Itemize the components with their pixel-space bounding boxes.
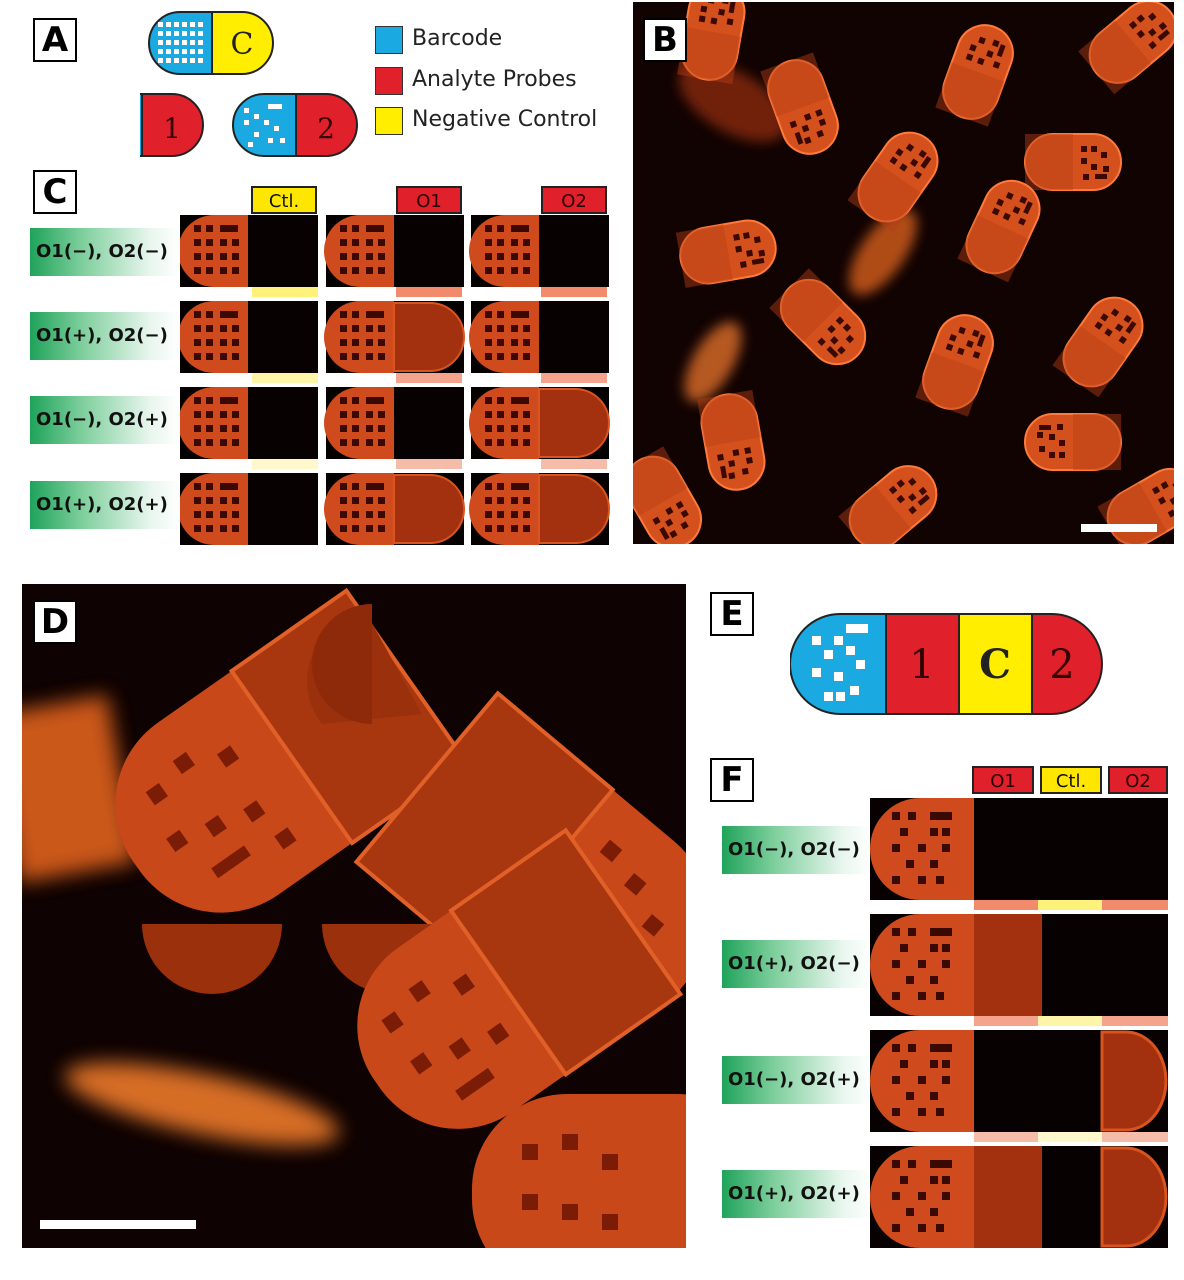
- panel-c-col-ctl: Ctl.: [251, 186, 317, 214]
- capsule-analyte-1: 1: [140, 93, 204, 157]
- panel-f-grid: [870, 798, 1168, 1248]
- capsule-e-2-label: 2: [1049, 642, 1074, 688]
- legend-swatch-negative: [375, 107, 403, 135]
- panel-f-row-1: O1(−), O2(−): [722, 826, 872, 874]
- panel-f-row-4: O1(+), O2(+): [722, 1170, 872, 1218]
- panel-c-row-4: O1(+), O2(+): [30, 481, 180, 529]
- panel-c-row-1: O1(−), O2(−): [30, 228, 180, 276]
- legend-swatch-analyte: [375, 67, 403, 95]
- capsule-1-label: 1: [163, 112, 181, 145]
- panel-f-row-3: O1(−), O2(+): [722, 1056, 872, 1104]
- panel-c-row-3: O1(−), O2(+): [30, 396, 180, 444]
- panel-label-e: E: [710, 592, 754, 636]
- panel-c-grid: [180, 215, 610, 545]
- legend-barcode: Barcode: [412, 26, 503, 51]
- legend-swatch-barcode: [375, 26, 403, 54]
- panel-label-c: C: [33, 170, 77, 214]
- panel-label-a: A: [33, 18, 77, 62]
- panel-f-col-o2: O2: [1108, 766, 1168, 794]
- panel-f-row-2: O1(+), O2(−): [722, 940, 872, 988]
- panel-c-row-2: O1(+), O2(−): [30, 312, 180, 360]
- capsule-e-c-label: C: [979, 641, 1011, 688]
- scale-bar-b: [1081, 524, 1157, 532]
- micrograph-d: [22, 584, 686, 1248]
- legend-negative: Negative Control: [412, 107, 598, 132]
- capsule-analyte-2: 2: [232, 93, 358, 157]
- panel-label-f: F: [710, 758, 754, 802]
- panel-c-col-o2: O2: [541, 186, 607, 214]
- capsule-control-label: C: [231, 27, 254, 62]
- capsule-diagram-e: 1 C 2: [790, 613, 1103, 715]
- panel-label-d: D: [33, 600, 77, 644]
- capsule-2-label: 2: [317, 112, 335, 145]
- legend-analyte: Analyte Probes: [412, 67, 577, 92]
- capsule-diagram-a: C 1 2: [140, 11, 358, 157]
- panel-c-col-o1: O1: [396, 186, 462, 214]
- capsule-control: C: [148, 11, 274, 75]
- panel-f-col-o1: O1: [972, 766, 1034, 794]
- panel-f-col-ctl: Ctl.: [1040, 766, 1102, 794]
- panel-label-b: B: [643, 18, 687, 62]
- micrograph-b: [633, 2, 1174, 544]
- capsule-e-1-label: 1: [909, 642, 934, 688]
- scale-bar-d: [40, 1220, 196, 1229]
